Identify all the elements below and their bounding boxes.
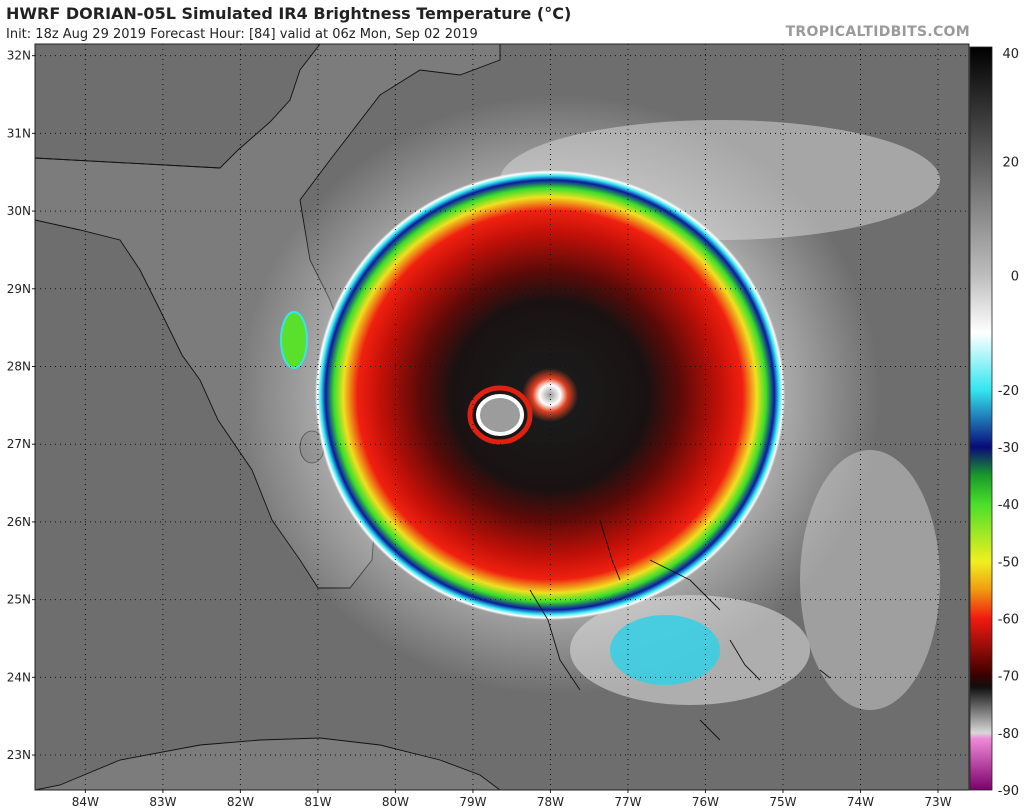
latitude-tick-label: 28N bbox=[7, 359, 31, 373]
colorbar-tick-label: -20 bbox=[998, 384, 1019, 399]
southern-rainband-cold bbox=[610, 615, 720, 685]
eyewall-ring bbox=[467, 385, 533, 445]
colorbar-labels: 40 20 0 -20 -30 -40 -50 -60 -70 -80 -90 bbox=[998, 47, 1019, 799]
latitude-labels: 32N 31N 30N 29N 28N 27N 26N 25N 24N 23N bbox=[7, 49, 35, 762]
cuba-land bbox=[35, 737, 501, 790]
colorbar-tick-label: -50 bbox=[998, 555, 1019, 570]
colorbar-tick-label: -90 bbox=[998, 784, 1019, 799]
colorbar-tick-label: 40 bbox=[1002, 47, 1019, 62]
map-frame bbox=[34, 43, 970, 791]
longitude-tick-label: 77W bbox=[614, 795, 641, 809]
longitude-tick-label: 83W bbox=[149, 795, 176, 809]
longitude-tick-label: 81W bbox=[304, 795, 331, 809]
latitude-tick-label: 31N bbox=[7, 126, 31, 140]
map-title: HWRF DORIAN-05L Simulated IR4 Brightness… bbox=[6, 4, 572, 23]
colorbar-tick-label: -80 bbox=[998, 727, 1019, 742]
colorbar-tick-label: -30 bbox=[998, 441, 1019, 456]
latitude-tick-label: 25N bbox=[7, 593, 31, 607]
latitude-tick-label: 32N bbox=[7, 49, 31, 63]
longitude-tick-label: 79W bbox=[459, 795, 486, 809]
colorbar-tick-label: -40 bbox=[998, 498, 1019, 513]
colorbar-tick-label: -60 bbox=[998, 613, 1019, 628]
source-watermark: TROPICALTIDBITS.COM bbox=[785, 24, 970, 40]
latitude-tick-label: 29N bbox=[7, 282, 31, 296]
outer-band-east bbox=[800, 450, 940, 710]
hurricane-eye bbox=[476, 394, 524, 436]
longitude-tick-label: 80W bbox=[382, 795, 409, 809]
latitude-tick-label: 23N bbox=[7, 748, 31, 762]
longitude-tick-label: 73W bbox=[924, 795, 951, 809]
longitude-tick-label: 78W bbox=[537, 795, 564, 809]
colorbar-tick-label: 20 bbox=[1002, 155, 1019, 170]
longitude-tick-label: 76W bbox=[692, 795, 719, 809]
latitude-tick-label: 26N bbox=[7, 515, 31, 529]
colorbar-tick-label: -70 bbox=[998, 670, 1019, 685]
latitude-tick-label: 27N bbox=[7, 437, 31, 451]
longitude-tick-label: 75W bbox=[769, 795, 796, 809]
lat-lon-grid bbox=[35, 44, 969, 790]
longitude-tick-label: 74W bbox=[847, 795, 874, 809]
colorbar bbox=[969, 46, 993, 791]
longitude-labels: 84W 83W 82W 81W 80W 79W 78W 77W 76W 75W 74W 73W bbox=[72, 790, 952, 809]
longitude-tick-label: 82W bbox=[227, 795, 254, 809]
longitude-tick-label: 84W bbox=[72, 795, 99, 809]
state-boundary bbox=[35, 157, 221, 169]
bahamas-islands bbox=[529, 519, 831, 741]
forecast-info: Init: 18z Aug 29 2019 Forecast Hour: [84… bbox=[6, 27, 478, 42]
colorbar-tick-label: 0 bbox=[1011, 270, 1019, 285]
convective-cell-west bbox=[280, 311, 308, 369]
latitude-tick-label: 24N bbox=[7, 670, 31, 684]
latitude-tick-label: 30N bbox=[7, 204, 31, 218]
